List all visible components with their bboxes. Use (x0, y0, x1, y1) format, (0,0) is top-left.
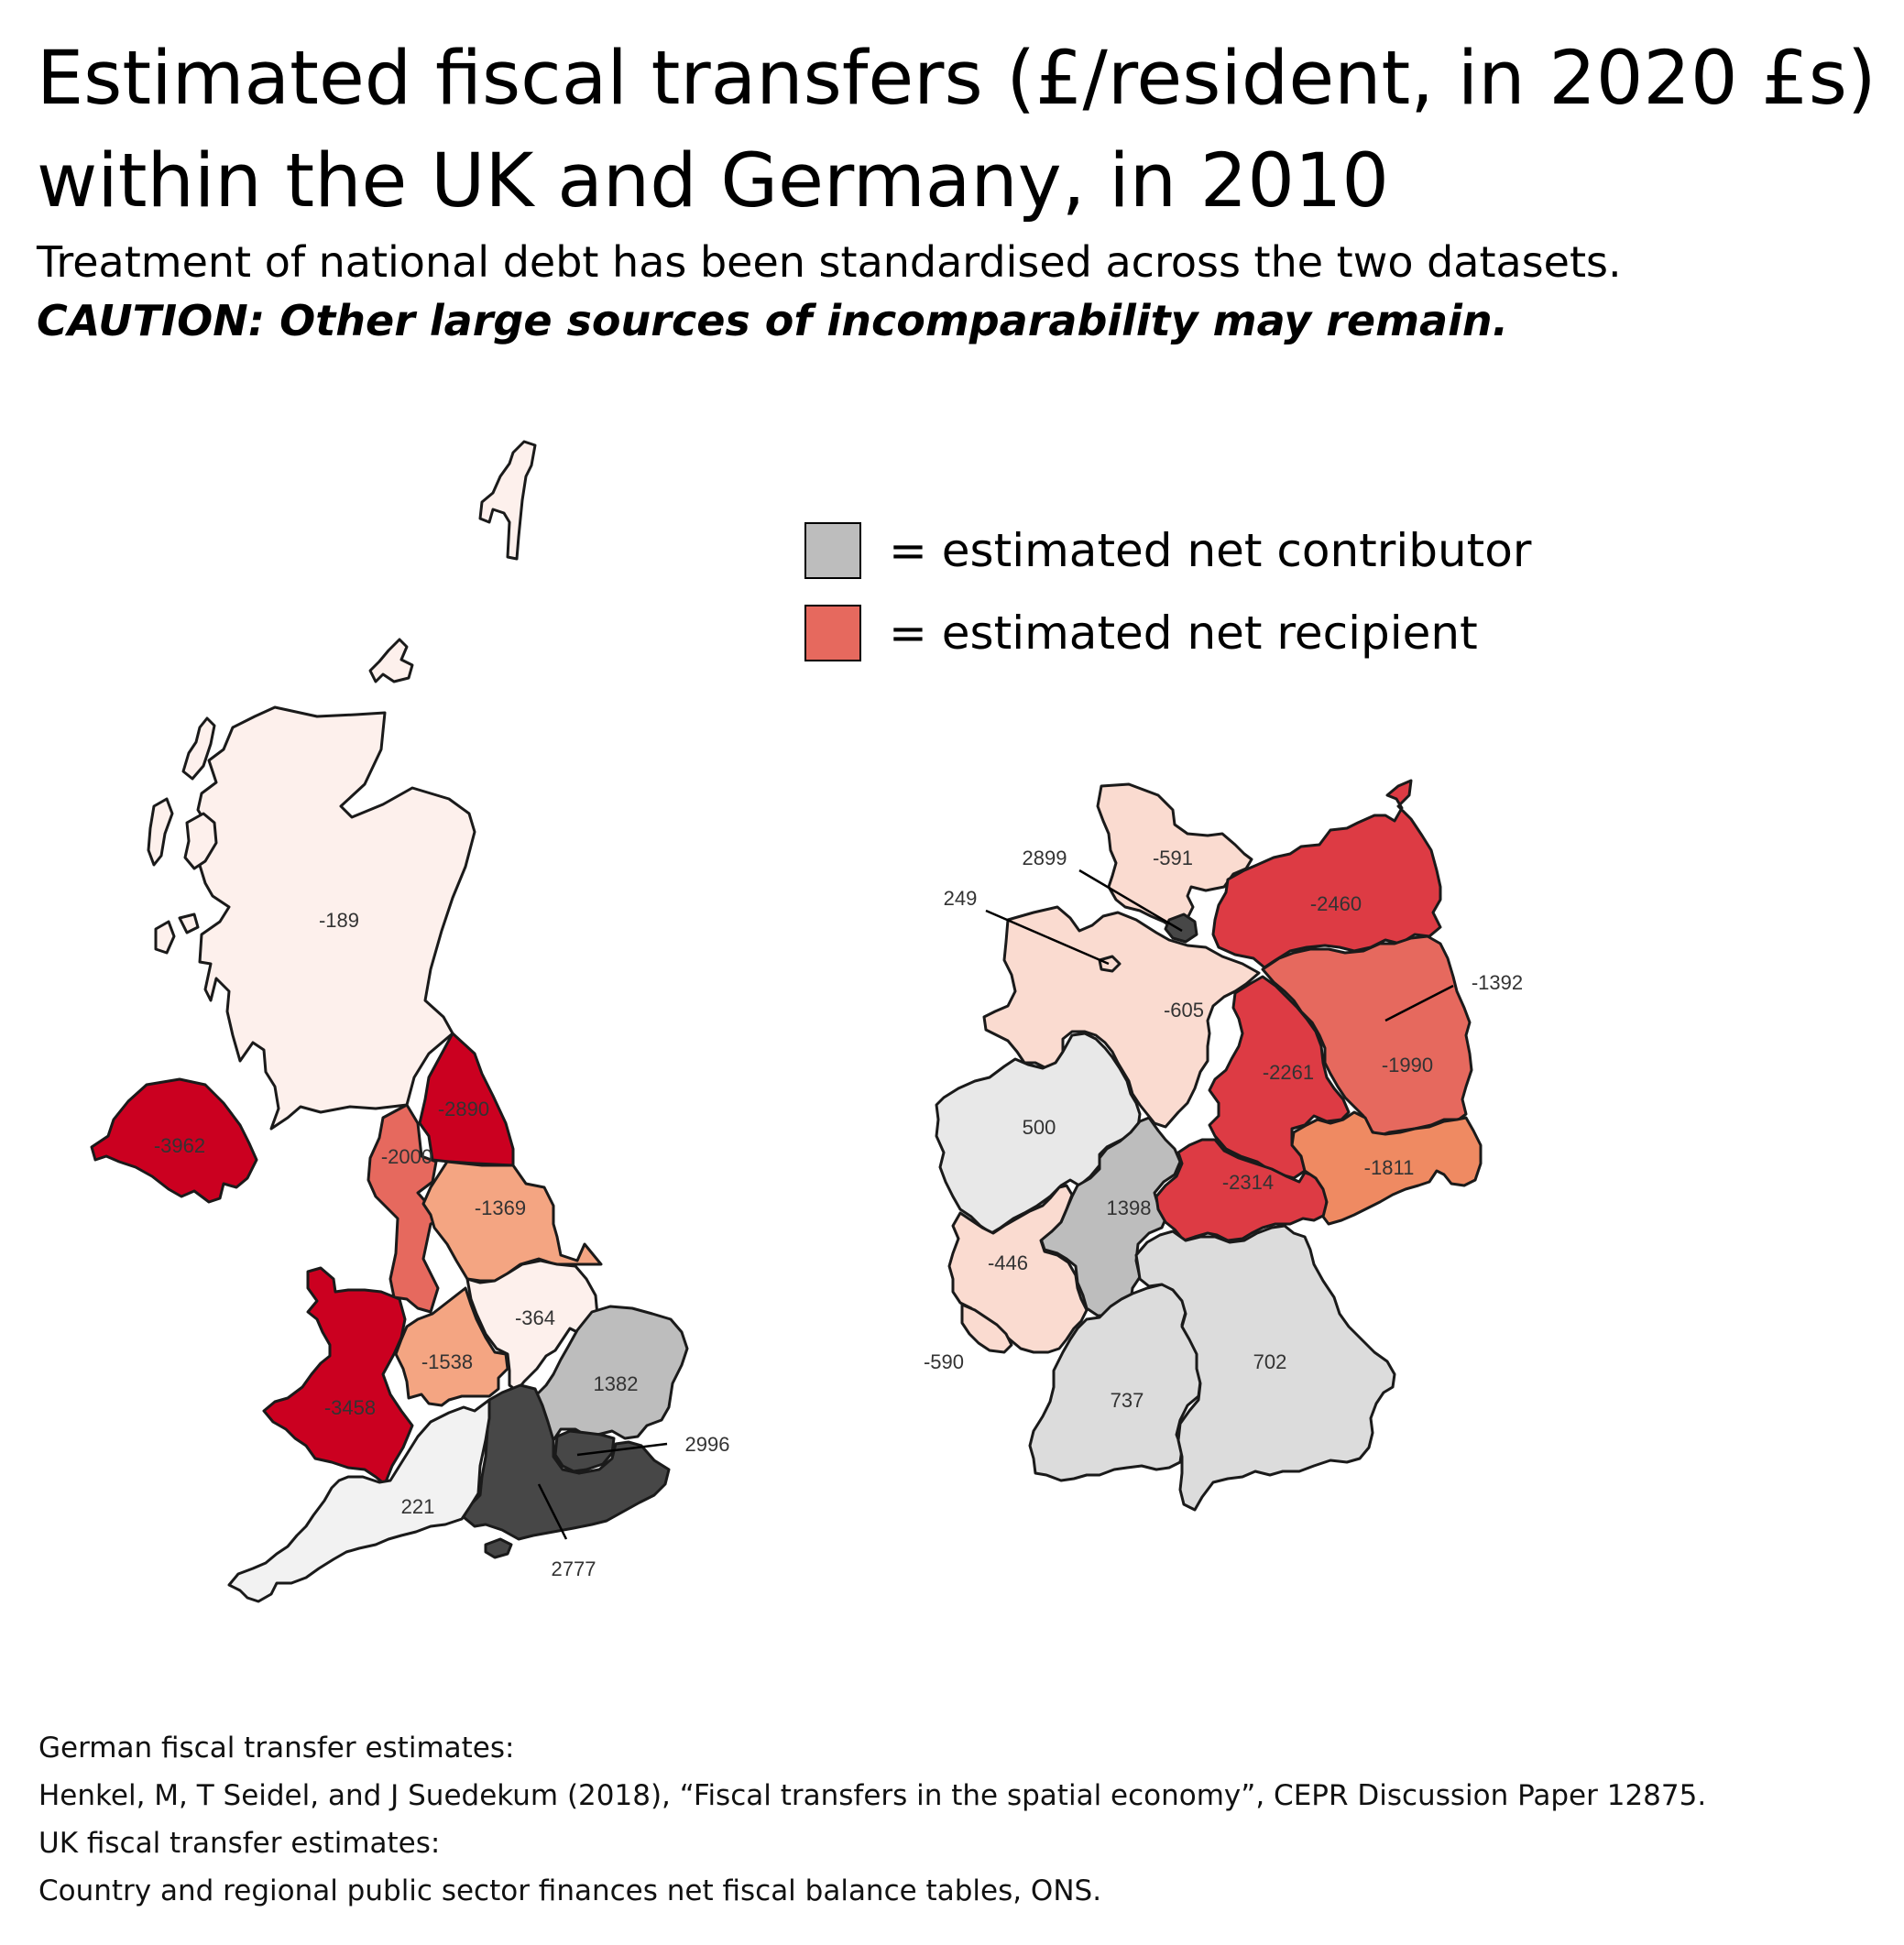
label-north-east: -2890 (438, 1098, 489, 1120)
maps-canvas: -189 -3962 -2890 -2000 -1369 -3458 -1538… (90, 440, 1523, 1603)
uk-isle-of-wight (484, 1537, 513, 1559)
label-rheinland-pfalz: -446 (988, 1251, 1028, 1274)
chart-subtitle: Treatment of national debt has been stan… (37, 237, 1622, 287)
label-thueringen: -2314 (1222, 1171, 1274, 1194)
uk-mull (178, 912, 200, 934)
chart-title: Estimated fiscal transfers (£/resident, … (37, 36, 1877, 224)
label-scotland: -189 (319, 909, 359, 932)
de-rheinland-pfalz (947, 1184, 1089, 1354)
uk-shetland (478, 440, 537, 561)
source-uk-heading: UK fiscal transfer estimates: (38, 1827, 441, 1860)
de-nordrhein-westfalen (935, 1032, 1142, 1235)
source-uk-citation: Country and regional public sector finan… (38, 1874, 1102, 1907)
label-east-of-england: 1382 (594, 1372, 639, 1395)
leader-bremen (985, 909, 1110, 966)
leader-london (576, 1442, 668, 1457)
de-baden-wuerttemberg (1028, 1283, 1202, 1482)
uk-west-midlands (394, 1286, 509, 1407)
label-wales: -3458 (324, 1396, 376, 1419)
label-northern-ireland: -3962 (154, 1134, 205, 1157)
uk-hebrides-north (181, 716, 216, 781)
de-value-labels: -591 2899 249 -2460 -1392 -605 -1990 -22… (924, 847, 1523, 1412)
label-bayern: 702 (1253, 1350, 1287, 1373)
label-saarland: -590 (924, 1350, 964, 1373)
label-west-midlands: -1538 (421, 1350, 473, 1373)
de-bremen (1098, 955, 1122, 973)
label-south-west: 221 (401, 1495, 435, 1518)
legend-swatch-contributor (804, 522, 861, 579)
de-hamburg (1164, 912, 1198, 944)
caution-note: CAUTION: Other large sources of incompar… (37, 296, 1509, 345)
label-london: 2996 (685, 1433, 730, 1456)
uk-northern-ireland (90, 1077, 258, 1204)
leader-hamburg (1078, 869, 1183, 933)
label-niedersachsen: -605 (1164, 999, 1204, 1022)
uk-value-labels: -189 -3962 -2890 -2000 -1369 -3458 -1538… (154, 909, 730, 1580)
legend-swatch-recipient (804, 605, 861, 661)
uk-east-of-england (535, 1305, 689, 1442)
label-hessen: 1398 (1107, 1197, 1152, 1219)
de-schleswig-holstein (1096, 782, 1253, 934)
de-saarland (960, 1303, 1013, 1354)
de-map (935, 779, 1483, 1512)
label-nordrhein-westfalen: 500 (1023, 1116, 1056, 1139)
label-baden-wuerttemberg: 737 (1111, 1389, 1144, 1412)
uk-map (90, 440, 689, 1603)
uk-skye (183, 812, 218, 870)
uk-south-west (227, 1398, 491, 1603)
legend-label-contributor: = estimated net contributor (889, 524, 1532, 577)
legend-contributor: = estimated net contributor (804, 522, 1531, 579)
label-east-midlands: -364 (515, 1306, 555, 1329)
label-bremen: 249 (944, 887, 978, 910)
uk-wales (262, 1266, 414, 1486)
legend-label-recipient: = estimated net recipient (889, 606, 1478, 660)
de-sachsen (1290, 1110, 1483, 1226)
uk-islay (154, 920, 176, 955)
label-brandenburg: -1990 (1382, 1054, 1433, 1076)
label-mecklenburg-vorpommern: -2460 (1310, 892, 1362, 915)
source-de-heading: German fiscal transfer estimates: (38, 1732, 515, 1765)
uk-orkney (368, 638, 414, 683)
uk-north-west (367, 1103, 449, 1314)
label-hamburg: 2899 (1023, 847, 1067, 869)
leader-berlin (1384, 984, 1454, 1022)
uk-london (553, 1429, 616, 1473)
label-sachsen-anhalt: -2261 (1263, 1061, 1314, 1084)
de-mecklenburg-vorpommern (1211, 779, 1442, 969)
uk-hebrides-mid (147, 797, 174, 867)
de-thueringen (1154, 1138, 1329, 1242)
label-berlin: -1392 (1472, 971, 1523, 994)
legend-recipient: = estimated net recipient (804, 605, 1478, 661)
label-yorkshire: -1369 (475, 1197, 526, 1219)
label-south-east: 2777 (552, 1557, 596, 1580)
leader-south-east (537, 1483, 568, 1540)
de-bayern (1134, 1224, 1396, 1512)
uk-east-midlands (465, 1259, 599, 1393)
uk-yorkshire (421, 1160, 603, 1283)
label-sachsen: -1811 (1364, 1156, 1415, 1179)
label-schleswig-holstein: -591 (1153, 847, 1193, 869)
source-de-citation: Henkel, M, T Seidel, and J Suedekum (201… (38, 1779, 1707, 1812)
label-north-west: -2000 (381, 1145, 432, 1168)
de-brandenburg (1261, 934, 1473, 1138)
